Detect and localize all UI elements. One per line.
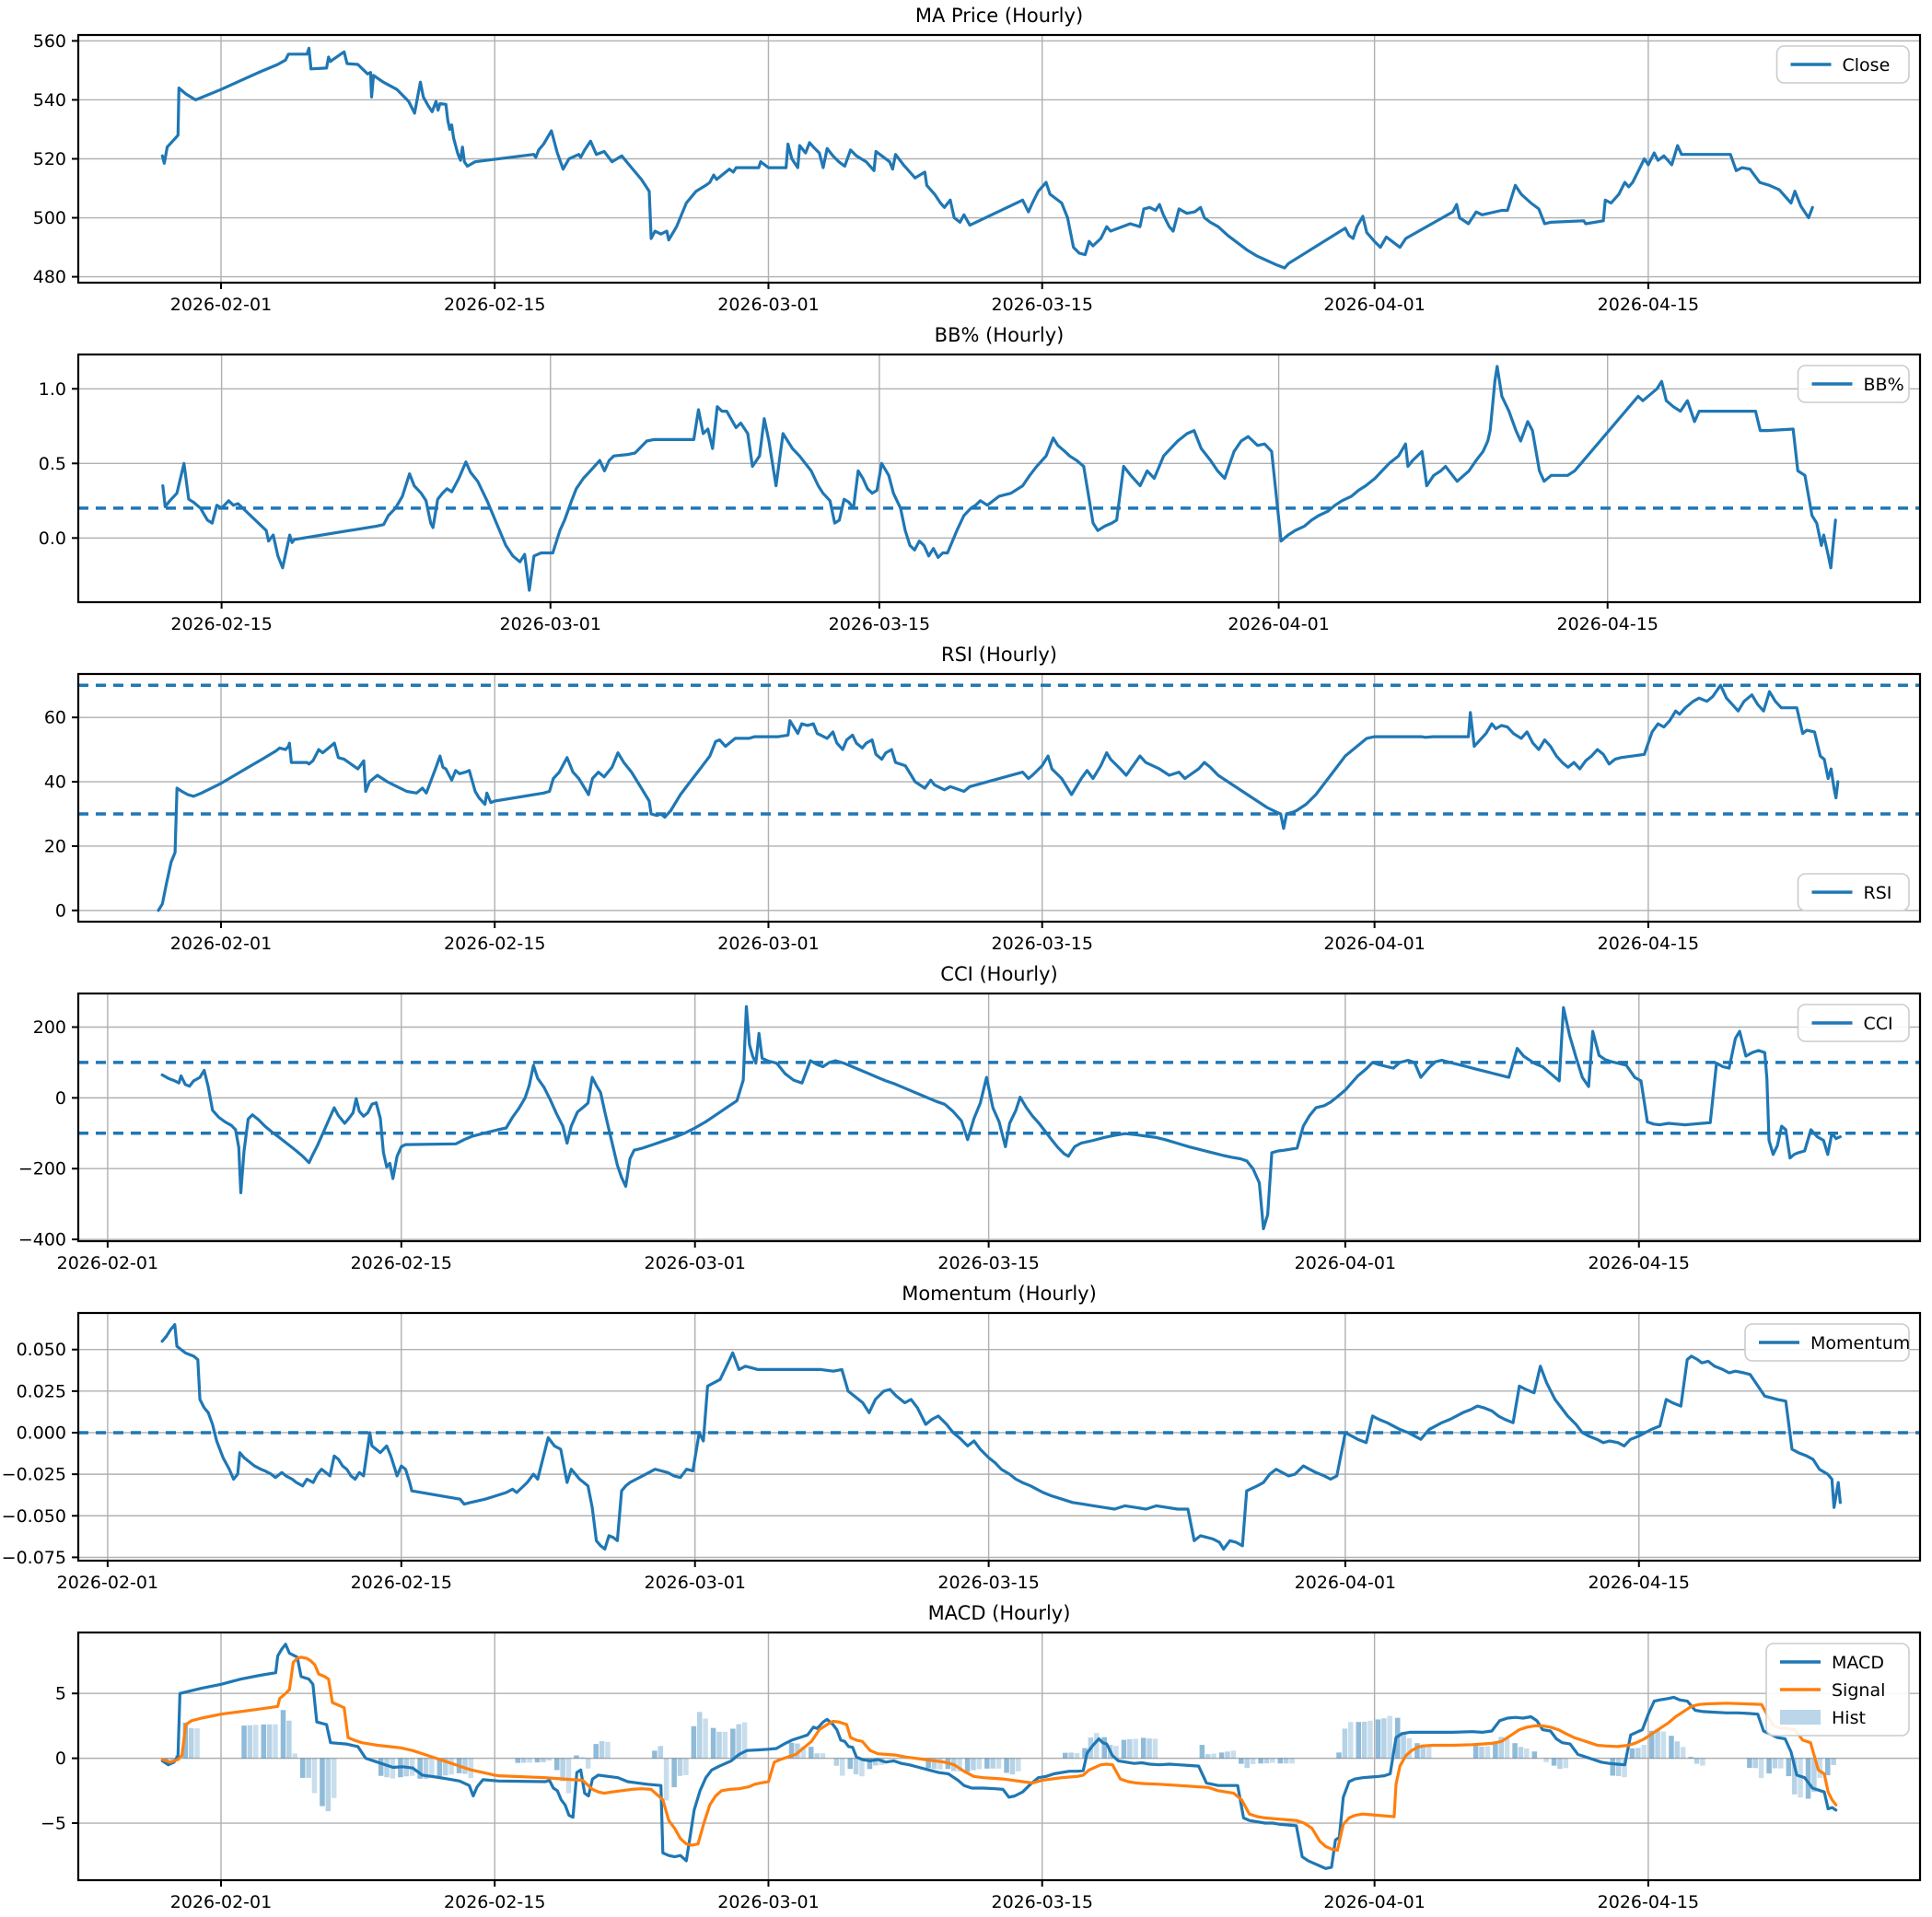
y-tick-label: 520 — [33, 149, 66, 169]
y-tick-label: 500 — [33, 208, 66, 228]
legend: CCI — [1797, 1004, 1910, 1042]
y-tick-label: 5 — [55, 1684, 66, 1704]
x-tick-label: 2026-04-15 — [1598, 934, 1699, 954]
x-tick-label: 2026-02-15 — [444, 934, 545, 954]
legend: MACD Signal Hist — [1765, 1643, 1910, 1737]
x-tick-label: 2026-04-15 — [1557, 614, 1658, 634]
y-tick-label: 0.025 — [17, 1381, 66, 1401]
x-tick-label: 2026-04-15 — [1598, 1892, 1699, 1912]
y-tick-label: 40 — [44, 773, 66, 793]
x-tick-label: 2026-03-15 — [937, 1253, 1039, 1273]
x-tick-label: 2026-04-01 — [1295, 1253, 1396, 1273]
x-tick-label: 2026-02-01 — [170, 934, 272, 954]
y-tick-label: −0.050 — [2, 1506, 66, 1527]
x-tick-label: 2026-04-01 — [1228, 614, 1329, 634]
x-tick-label: 2026-04-01 — [1323, 295, 1425, 315]
x-tick-label: 2026-02-15 — [444, 1892, 545, 1912]
y-tick-label: −0.025 — [2, 1465, 66, 1485]
y-tick-label: 200 — [33, 1017, 66, 1038]
ma-price-canvas: 2026-02-01 2026-02-15 2026-03-01 2026-03-15… — [0, 0, 1932, 320]
x-tick-label: 2026-02-15 — [351, 1573, 452, 1593]
y-tick-label: 0 — [55, 900, 66, 921]
y-tick-label: 560 — [33, 31, 66, 52]
rsi-canvas: 2026-02-01 2026-02-15 2026-03-01 2026-03-15… — [0, 639, 1932, 958]
x-tick-label: 2026-03-01 — [717, 1892, 819, 1912]
y-tick-label: 0.050 — [17, 1340, 66, 1360]
subplot-title-ma-price: MA Price (Hourly) — [914, 5, 1084, 27]
x-tick-label: 2026-03-01 — [717, 934, 819, 954]
subplot-title-bb-percent: BB% (Hourly) — [934, 324, 1065, 346]
x-tick-label: 2026-02-15 — [444, 295, 545, 315]
legend-label: CCI — [1864, 1014, 1893, 1034]
x-tick-label: 2026-03-15 — [829, 614, 930, 634]
x-tick-label: 2026-04-01 — [1323, 1892, 1425, 1912]
legend: RSI — [1797, 873, 1910, 912]
legend: Close — [1775, 45, 1910, 84]
macd-canvas: 2026-02-01 2026-02-15 2026-03-01 2026-03-15… — [0, 1598, 1932, 1917]
cci-canvas: 2026-02-01 2026-02-15 2026-03-01 2026-03-15… — [0, 958, 1932, 1278]
x-tick-label: 2026-03-01 — [644, 1573, 745, 1593]
subplot-title-macd: MACD (Hourly) — [927, 1602, 1071, 1624]
subplot-title-rsi: RSI (Hourly) — [940, 644, 1058, 666]
y-tick-label: −200 — [18, 1159, 66, 1179]
x-tick-label: 2026-04-15 — [1589, 1573, 1690, 1593]
subplot-title-momentum: Momentum (Hourly) — [902, 1283, 1097, 1305]
y-tick-label: −400 — [18, 1230, 66, 1250]
y-tick-label: 0.5 — [39, 454, 66, 474]
y-tick-label: 60 — [44, 708, 66, 728]
subplot-macd: MACD (Hourly) 2026-02-01 2026-02-15 2026-0… — [0, 1598, 1932, 1917]
y-tick-label: 1.0 — [39, 379, 66, 400]
legend-label: Momentum — [1810, 1333, 1910, 1354]
bb-percent-canvas: 2026-02-15 2026-03-01 2026-03-15 2026-04-01… — [0, 320, 1932, 639]
x-tick-label: 2026-03-01 — [717, 295, 819, 315]
y-tick-label: 0.000 — [17, 1423, 66, 1443]
x-tick-label: 2026-04-15 — [1598, 295, 1699, 315]
subplot-title-cci: CCI (Hourly) — [940, 963, 1058, 985]
x-tick-label: 2026-02-01 — [57, 1253, 158, 1273]
x-tick-label: 2026-04-01 — [1295, 1573, 1396, 1593]
legend-label: BB% — [1864, 375, 1904, 395]
y-tick-label: 0 — [55, 1749, 66, 1769]
x-tick-label: 2026-03-01 — [644, 1253, 745, 1273]
legend-label: Signal — [1832, 1680, 1885, 1701]
y-tick-label: 20 — [44, 836, 66, 856]
x-tick-label: 2026-02-01 — [57, 1573, 158, 1593]
x-tick-label: 2026-03-15 — [991, 1892, 1092, 1912]
momentum-canvas: 2026-02-01 2026-02-15 2026-03-01 2026-03-15… — [0, 1278, 1932, 1598]
x-tick-label: 2026-04-15 — [1589, 1253, 1690, 1273]
y-tick-label: 0 — [55, 1088, 66, 1109]
x-tick-label: 2026-02-01 — [170, 295, 272, 315]
x-tick-label: 2026-03-15 — [937, 1573, 1039, 1593]
subplot-bb-percent: BB% (Hourly) 2026-02-15 2026-03-01 2026-03… — [0, 320, 1932, 639]
subplot-momentum: Momentum (Hourly) 2026-02-01 2026-02-15 20… — [0, 1278, 1932, 1598]
y-tick-label: 480 — [33, 267, 66, 287]
y-tick-label: 540 — [33, 90, 66, 110]
x-tick-label: 2026-03-01 — [500, 614, 601, 634]
legend: BB% — [1797, 365, 1910, 403]
legend-label: RSI — [1864, 883, 1892, 903]
legend-label: Close — [1843, 55, 1891, 76]
y-tick-label: 0.0 — [39, 529, 66, 549]
legend-patch-sample — [1780, 1710, 1821, 1725]
x-tick-label: 2026-02-01 — [170, 1892, 272, 1912]
legend-label: Hist — [1832, 1708, 1866, 1728]
x-tick-label: 2026-03-15 — [991, 295, 1092, 315]
legend-label: MACD — [1832, 1653, 1884, 1673]
y-tick-label: −0.075 — [2, 1548, 66, 1568]
subplot-cci: CCI (Hourly) 2026-02-01 2026-02-15 2026-03… — [0, 958, 1932, 1278]
x-tick-label: 2026-04-01 — [1323, 934, 1425, 954]
x-tick-label: 2026-02-15 — [170, 614, 272, 634]
legend: Momentum — [1744, 1323, 1910, 1362]
x-tick-label: 2026-02-15 — [351, 1253, 452, 1273]
subplot-rsi: RSI (Hourly) 2026-02-01 2026-02-15 2026-03… — [0, 639, 1932, 958]
y-tick-label: −5 — [41, 1814, 66, 1834]
x-tick-label: 2026-03-15 — [991, 934, 1092, 954]
subplot-ma-price: MA Price (Hourly) 2026-02-01 2026-02-15 20… — [0, 0, 1932, 320]
